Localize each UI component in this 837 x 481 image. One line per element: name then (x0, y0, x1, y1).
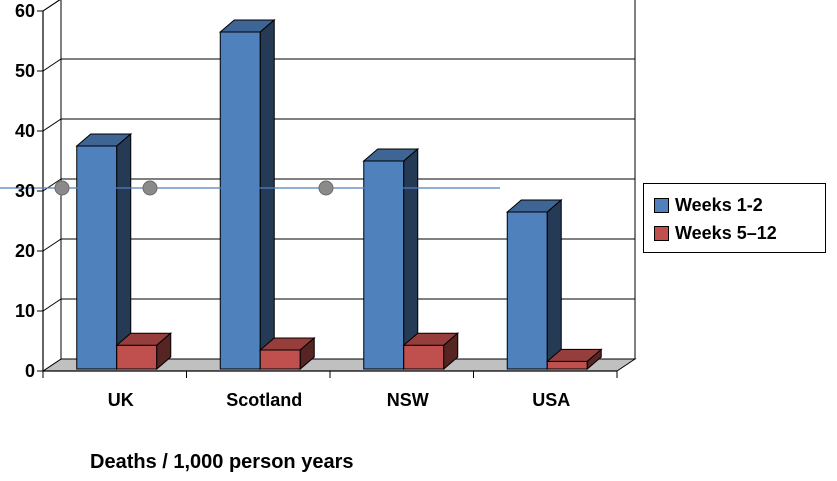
reference-marker (319, 181, 333, 195)
reference-marker (55, 181, 69, 195)
bar-front (404, 345, 444, 369)
y-tick-label: 10 (15, 301, 35, 321)
bar-front (507, 212, 547, 369)
y-tick-label: 30 (15, 181, 35, 201)
bar-front (547, 361, 587, 369)
x-category-label: NSW (387, 390, 429, 410)
reference-marker (143, 181, 157, 195)
bar (117, 333, 171, 369)
legend: Weeks 1-2 Weeks 5–12 (643, 183, 826, 253)
bar-front (117, 345, 157, 369)
legend-item-series-2: Weeks 5–12 (654, 222, 777, 244)
bar (260, 338, 314, 369)
bar-front (220, 32, 260, 369)
bar-front (77, 146, 117, 369)
y-tick-label: 60 (15, 1, 35, 21)
y-tick-labels: 0 10 20 30 40 50 60 (15, 1, 35, 381)
bar (77, 134, 131, 369)
y-tick-label: 20 (15, 241, 35, 261)
legend-swatch-series-1 (654, 198, 669, 213)
x-category-labels: UK Scotland NSW USA (108, 390, 571, 410)
bar (220, 20, 274, 369)
bar (364, 149, 418, 369)
bar-front (364, 161, 404, 369)
x-category-label: Scotland (226, 390, 302, 410)
bar-side (260, 20, 274, 369)
bar (507, 200, 561, 369)
y-tick-label: 50 (15, 61, 35, 81)
x-axis-title: Deaths / 1,000 person years (90, 451, 353, 474)
bar-front (260, 350, 300, 369)
y-tick-label: 40 (15, 121, 35, 141)
legend-label-series-1: Weeks 1-2 (675, 195, 763, 216)
bar-side (117, 134, 131, 369)
y-tick-label: 0 (25, 361, 35, 381)
bar (404, 333, 458, 369)
x-category-label: UK (108, 390, 134, 410)
legend-label-series-2: Weeks 5–12 (675, 223, 777, 244)
legend-item-series-1: Weeks 1-2 (654, 194, 763, 216)
bar-side (547, 200, 561, 369)
x-category-label: USA (532, 390, 570, 410)
legend-swatch-series-2 (654, 226, 669, 241)
